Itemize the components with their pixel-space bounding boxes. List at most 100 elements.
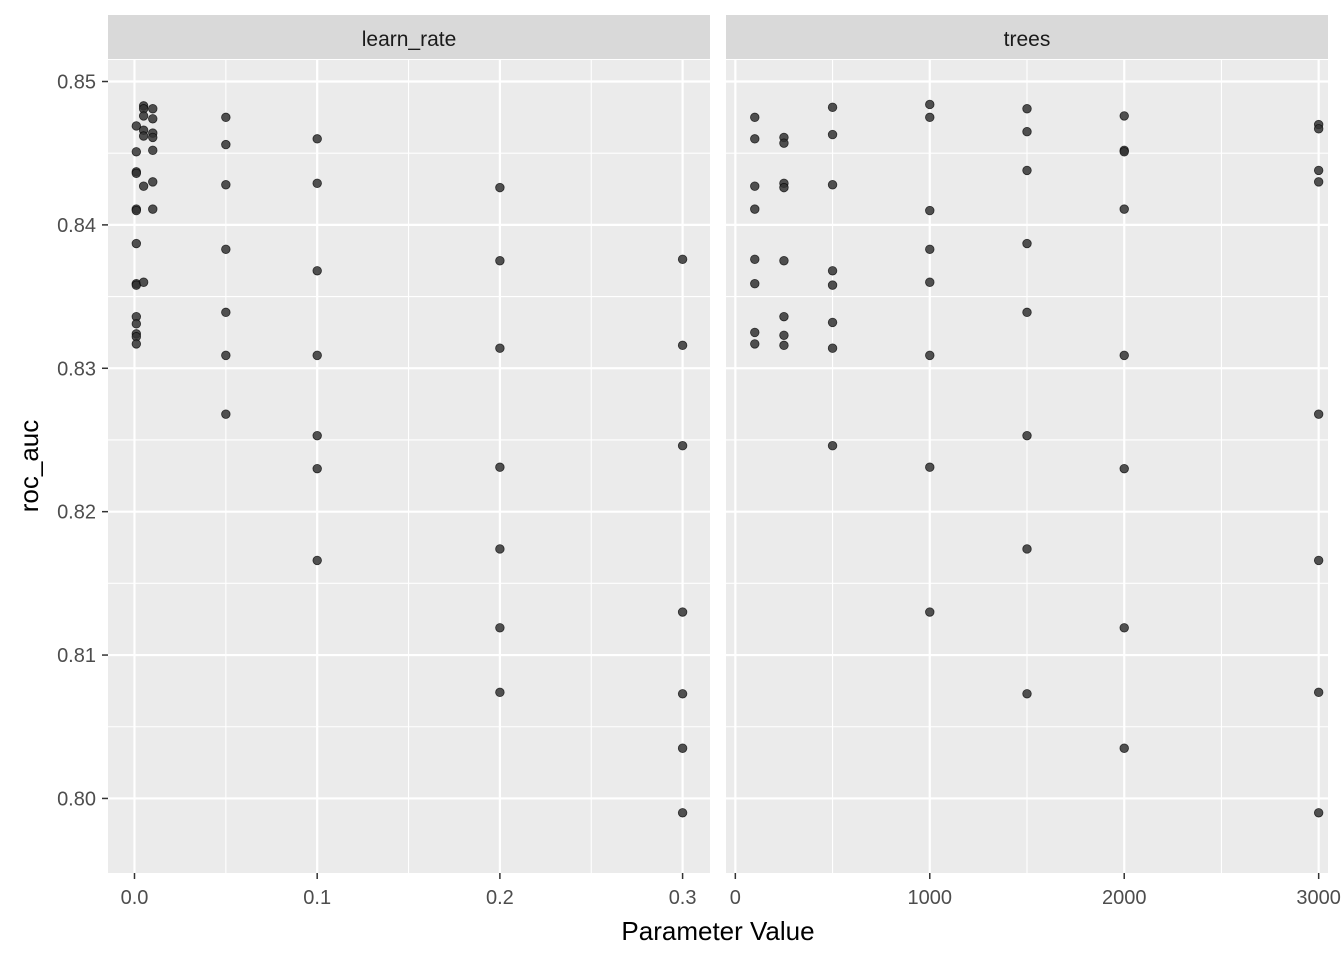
x-tick-label: 2000 xyxy=(1102,887,1147,909)
data-point xyxy=(138,181,149,191)
data-point xyxy=(148,204,158,214)
data-point xyxy=(138,131,149,141)
data-point xyxy=(148,145,158,156)
data-point xyxy=(1119,743,1129,753)
panel-trees: trees xyxy=(726,15,1328,873)
data-point xyxy=(779,138,789,148)
data-point xyxy=(1313,808,1324,818)
y-tick-label: 0.84 xyxy=(57,215,96,237)
data-point xyxy=(827,102,838,113)
data-point xyxy=(677,808,688,818)
points-trees xyxy=(750,99,1324,818)
data-point xyxy=(312,266,322,276)
data-point xyxy=(750,339,760,349)
points-learn-rate xyxy=(131,101,688,818)
data-point xyxy=(750,204,760,214)
data-point xyxy=(312,350,322,361)
data-point xyxy=(1119,623,1129,633)
data-point xyxy=(312,555,322,566)
data-point xyxy=(221,350,231,361)
data-point xyxy=(131,205,142,216)
y-tick-label: 0.85 xyxy=(57,72,96,94)
data-point xyxy=(1313,555,1324,566)
data-point xyxy=(925,277,935,287)
data-point xyxy=(827,343,838,353)
data-point xyxy=(1313,124,1324,134)
x-axis-title: Parameter Value xyxy=(621,916,814,946)
data-point xyxy=(779,330,789,341)
x-tick-label: 0.1 xyxy=(303,887,331,909)
data-point xyxy=(495,544,505,554)
data-point xyxy=(221,307,231,318)
data-point xyxy=(677,340,688,351)
data-point xyxy=(221,112,231,123)
y-tick-label: 0.83 xyxy=(57,358,96,380)
data-point xyxy=(312,178,322,189)
data-point xyxy=(495,623,505,633)
data-point xyxy=(827,180,838,190)
data-point xyxy=(925,607,935,617)
data-point xyxy=(138,277,149,287)
data-point xyxy=(677,254,688,265)
data-point xyxy=(925,244,935,254)
data-point xyxy=(925,350,935,361)
data-point xyxy=(131,168,142,178)
data-point xyxy=(779,311,789,322)
data-point xyxy=(677,607,688,617)
data-point xyxy=(1313,687,1324,698)
data-point xyxy=(1022,104,1032,114)
data-point xyxy=(779,182,789,193)
x-tick-label: 0.3 xyxy=(669,887,697,909)
data-point xyxy=(827,317,838,328)
data-point xyxy=(495,182,505,193)
data-point xyxy=(131,238,142,249)
data-point xyxy=(1022,307,1032,318)
data-point xyxy=(221,244,231,254)
data-point xyxy=(221,180,231,190)
data-point xyxy=(312,134,322,144)
grid-trees xyxy=(726,60,1328,873)
data-point xyxy=(1119,350,1129,361)
data-point xyxy=(750,134,760,144)
data-point xyxy=(131,121,142,131)
y-axis-title: roc_auc xyxy=(14,420,44,513)
data-point xyxy=(750,112,760,123)
data-point xyxy=(925,205,935,216)
strip-label-learn-rate: learn_rate xyxy=(362,28,457,51)
data-point xyxy=(131,339,142,349)
data-point xyxy=(677,441,688,451)
data-point xyxy=(827,129,838,140)
y-axis: 0.80 0.81 0.82 0.83 0.84 0.85 xyxy=(57,72,108,810)
data-point xyxy=(1313,409,1324,419)
data-point xyxy=(1119,147,1129,157)
panel-learn-rate: learn_rate xyxy=(108,15,710,873)
data-point xyxy=(779,256,789,266)
data-point xyxy=(495,343,505,353)
data-point xyxy=(925,112,935,123)
strip-learn-rate xyxy=(108,15,710,59)
y-tick-label: 0.82 xyxy=(57,502,96,524)
data-point xyxy=(750,254,760,265)
data-point xyxy=(827,266,838,276)
x-tick-label: 0.0 xyxy=(121,887,149,909)
data-point xyxy=(131,319,142,329)
data-point xyxy=(221,139,231,150)
data-point xyxy=(827,280,838,290)
x-tick-label: 0 xyxy=(730,887,741,909)
strip-label-trees: trees xyxy=(1004,28,1051,51)
data-point xyxy=(312,463,322,474)
data-point xyxy=(1313,177,1324,187)
data-point xyxy=(750,181,760,191)
data-point xyxy=(827,441,838,451)
data-point xyxy=(1119,463,1129,474)
x-tick-label: 3000 xyxy=(1296,887,1341,909)
data-point xyxy=(148,104,158,114)
x-axis-learn-rate: 0.0 0.1 0.2 0.3 xyxy=(121,873,697,909)
data-point xyxy=(138,111,149,121)
x-tick-label: 1000 xyxy=(908,887,953,909)
y-tick-label: 0.80 xyxy=(57,788,96,810)
data-point xyxy=(495,256,505,266)
data-point xyxy=(148,132,158,143)
data-point xyxy=(750,327,760,338)
